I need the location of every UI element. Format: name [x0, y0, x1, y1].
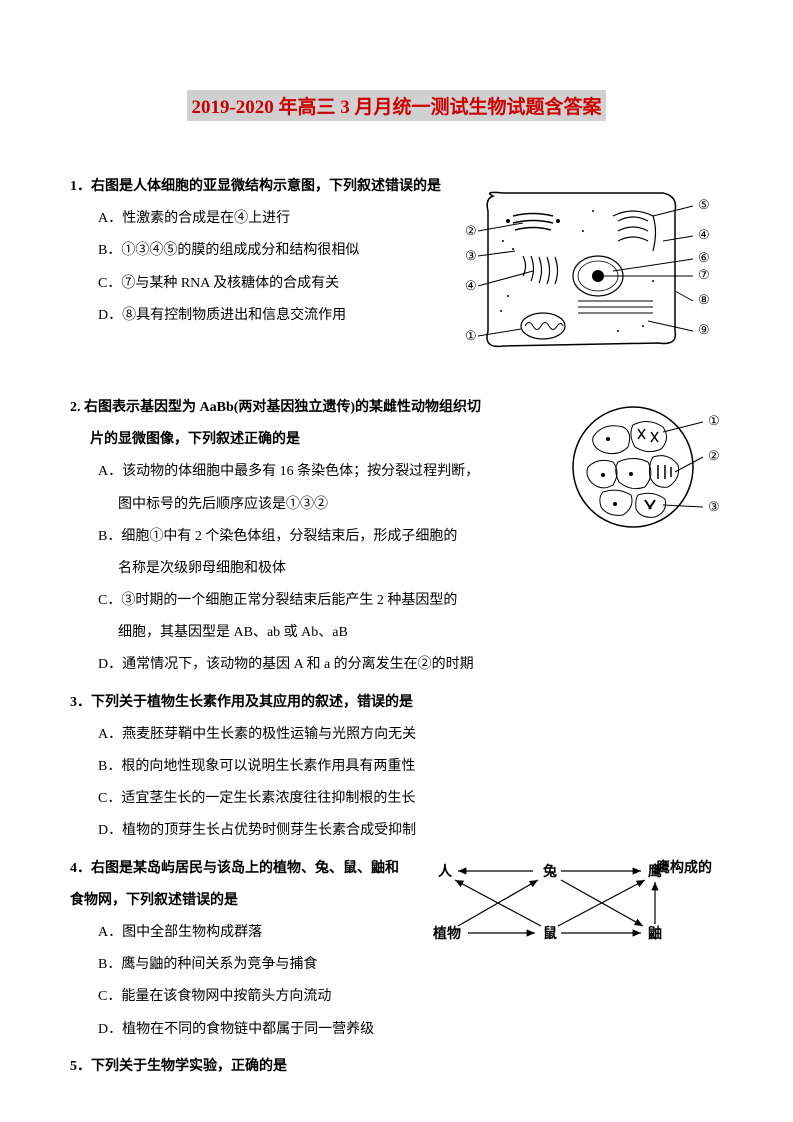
cell-label-7: ⑦ — [698, 267, 710, 282]
question-3: 3．下列关于植物生长素作用及其应用的叙述，错误的是 A．燕麦胚芽鞘中生长素的极性… — [70, 687, 723, 848]
q2-optC2: 细胞，其基因型是 AB、ab 或 Ab、aB — [70, 617, 723, 649]
q3-optD: D．植物的顶芽生长占优势时侧芽生长素合成受抑制 — [70, 815, 723, 847]
cell-diagram: ② ③ ④ ① ⑤ ④ ⑥ ⑦ ⑧ ⑨ — [453, 181, 733, 361]
cell-label-3: ③ — [465, 248, 477, 263]
q4-stem-part1: 4．右图是某岛屿居民与该岛上的植物、兔、鼠、鼬和 — [70, 861, 399, 876]
page-title: 2019-2020 年高三 3 月月统一测试生物试题含答案 — [187, 90, 605, 121]
meiosis-label-1: ① — [708, 413, 720, 428]
question-5: 5．下列关于生物学实验，正确的是 — [70, 1051, 723, 1083]
cell-label-8: ⑧ — [698, 292, 710, 307]
q2-optB2: 名称是次级卵母细胞和极体 — [70, 553, 723, 585]
cell-label-9: ⑨ — [698, 322, 710, 337]
meiosis-label-2: ② — [708, 448, 720, 463]
cell-label-5: ⑤ — [698, 197, 710, 212]
q5-stem: 5．下列关于生物学实验，正确的是 — [70, 1051, 723, 1083]
cell-label-1: ① — [465, 328, 477, 343]
node-plant: 植物 — [432, 925, 461, 942]
q4-optD: D．植物在不同的食物链中都属于同一营养级 — [70, 1014, 723, 1046]
q3-stem: 3．下列关于植物生长素作用及其应用的叙述，错误的是 — [70, 687, 723, 719]
q2-optC: C．③时期的一个细胞正常分裂结束后能产生 2 种基因型的 — [70, 585, 723, 617]
node-weasel: 鼬 — [648, 925, 662, 942]
food-web-diagram: 人 兔 鹰 植物 鼠 鼬 — [433, 858, 673, 958]
node-rabbit: 兔 — [542, 863, 557, 880]
cell-label-4b: ④ — [698, 227, 710, 242]
cell-label-6: ⑥ — [698, 250, 710, 265]
question-2: 2. 右图表示基因型为 AaBb(两对基因独立遗传)的某雌性动物组织切 片的显微… — [70, 392, 723, 682]
node-mouse: 鼠 — [543, 925, 557, 942]
node-human: 人 — [438, 863, 453, 880]
meiosis-label-3: ③ — [708, 499, 720, 514]
q3-optC: C．适宜茎生长的一定生长素浓度往往抑制根的生长 — [70, 783, 723, 815]
q4-optC: C．能量在该食物网中按箭头方向流动 — [70, 981, 723, 1013]
q2-optD: D．通常情况下，该动物的基因 A 和 a 的分离发生在②的时期 — [70, 649, 723, 681]
meiosis-diagram: ① ② ③ — [563, 397, 733, 547]
cell-label-4: ④ — [465, 278, 477, 293]
question-1: 1．右图是人体细胞的亚显微结构示意图，下列叙述错误的是 A．性激素的合成是在④上… — [70, 171, 723, 332]
node-eagle: 鹰 — [648, 863, 662, 880]
q3-optA: A．燕麦胚芽鞘中生长素的极性运输与光照方向无关 — [70, 719, 723, 751]
cell-label-2: ② — [465, 223, 477, 238]
q3-optB: B．根的向地性现象可以说明生长素作用具有两重性 — [70, 751, 723, 783]
question-4: 4．右图是某岛屿居民与该岛上的植物、兔、鼠、鼬和 鹰构成的 食物网，下列叙述错误… — [70, 853, 723, 1046]
